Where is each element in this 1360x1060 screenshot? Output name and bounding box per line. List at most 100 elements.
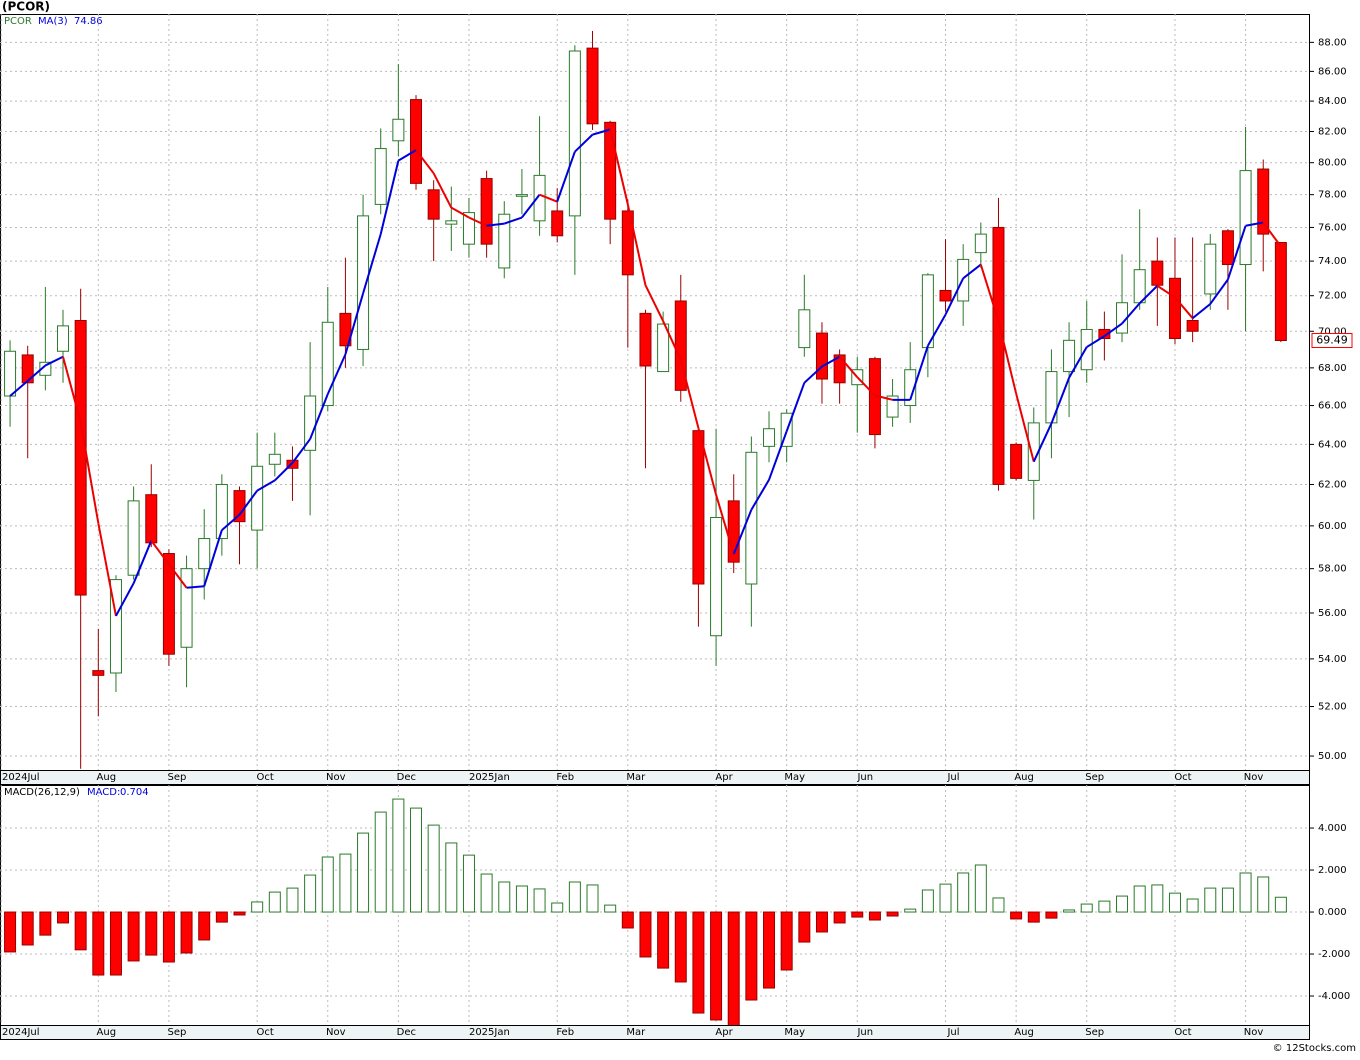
macd-bar xyxy=(39,911,52,936)
price-marker xyxy=(1311,332,1353,348)
x-axis-strip xyxy=(0,1025,1310,1040)
macd-bar xyxy=(1133,885,1146,913)
candle-body xyxy=(992,226,1005,485)
y-tick-label: 78.00 xyxy=(1318,190,1347,201)
ma-line xyxy=(1226,225,1247,280)
legend-macd: MACD(26,12,9) xyxy=(4,787,80,798)
ma-line xyxy=(256,479,276,492)
macd-bar xyxy=(851,911,864,918)
y-tick-label: 82.00 xyxy=(1318,127,1347,138)
x-tick-label: Aug xyxy=(97,772,117,783)
ma-line xyxy=(168,563,188,589)
ma-line xyxy=(132,540,153,584)
candle-body xyxy=(498,213,511,269)
candle-body xyxy=(21,354,34,384)
candle-body xyxy=(1239,170,1252,266)
macd-bar xyxy=(551,902,564,913)
y-tick-label: 88.00 xyxy=(1318,37,1347,48)
y-tick-label: 56.00 xyxy=(1318,608,1347,619)
macd-bar xyxy=(868,911,881,921)
legend-ma: MA(3) xyxy=(38,16,68,27)
macd-bar xyxy=(145,911,158,956)
y-tick-label: 0.000 xyxy=(1318,907,1347,918)
y-tick-label: 80.00 xyxy=(1318,158,1347,169)
macd-bar xyxy=(586,884,599,913)
macd-bar xyxy=(1098,900,1111,913)
chart-title: (PCOR) xyxy=(2,0,50,14)
macd-bar xyxy=(1063,909,1076,913)
macd-bar xyxy=(1045,911,1058,919)
x-tick-label: Nov xyxy=(326,1027,346,1038)
candle-body xyxy=(92,670,105,676)
x-tick-label: Apr xyxy=(715,1027,733,1038)
candle-body xyxy=(886,395,899,418)
ma-line xyxy=(821,355,841,368)
candle-body xyxy=(1151,260,1164,286)
ma-line xyxy=(115,582,135,617)
y-tick-label: 74.00 xyxy=(1318,256,1347,267)
x-tick-label: Feb xyxy=(556,1027,574,1038)
candle-body xyxy=(1063,339,1076,373)
macd-bar xyxy=(1204,887,1217,913)
ma-line xyxy=(1103,322,1123,337)
ma-line xyxy=(1015,393,1035,462)
candle-body xyxy=(1221,230,1234,266)
x-tick-label: Feb xyxy=(556,772,574,783)
macd-bar xyxy=(604,904,617,913)
ma-line xyxy=(1174,296,1194,319)
ma-line xyxy=(309,393,329,440)
ma-line xyxy=(856,376,876,397)
macd-bar xyxy=(992,897,1005,913)
macd-bar xyxy=(498,881,511,913)
ma-line xyxy=(432,172,453,209)
ma-line xyxy=(556,151,576,202)
x-tick-label: Dec xyxy=(397,772,416,783)
ma-line xyxy=(768,430,788,481)
candle-body xyxy=(480,178,493,245)
ma-line xyxy=(927,314,947,347)
ma-line xyxy=(838,356,859,378)
candle-body xyxy=(710,516,723,637)
ma-line xyxy=(1138,285,1159,304)
macd-bar xyxy=(286,887,299,913)
candle-body xyxy=(145,494,158,544)
macd-bar xyxy=(1080,903,1093,913)
x-tick-label: Aug xyxy=(1014,1027,1034,1038)
macd-bar xyxy=(268,891,281,913)
ma-line xyxy=(662,320,682,361)
macd-bar xyxy=(1151,884,1164,913)
macd-bar xyxy=(815,911,828,933)
macd-bar xyxy=(427,824,440,913)
macd-bar xyxy=(1027,911,1040,923)
candle-body xyxy=(745,451,758,585)
macd-bar xyxy=(657,911,670,969)
price-panel xyxy=(0,14,1310,771)
y-tick-label: 72.00 xyxy=(1318,291,1347,302)
macd-bar xyxy=(251,901,264,913)
ma-line xyxy=(344,293,365,355)
ma-line xyxy=(362,233,382,294)
ma-line xyxy=(1156,284,1176,299)
candle-body xyxy=(74,319,87,596)
macd-bar xyxy=(1221,887,1234,913)
macd-bar xyxy=(21,911,34,946)
macd-bar xyxy=(57,911,70,924)
candle-body xyxy=(1257,168,1270,235)
x-tick-label: Sep xyxy=(1085,772,1104,783)
ma-line xyxy=(909,345,929,401)
ma-line xyxy=(521,194,541,219)
candle-body xyxy=(1133,269,1146,304)
x-tick-label: Jul xyxy=(946,1027,959,1038)
ma-line xyxy=(1191,303,1211,319)
ma-line xyxy=(1068,346,1088,379)
ma-line xyxy=(732,509,753,555)
ma-line xyxy=(415,149,435,174)
x-tick-label: Oct xyxy=(1174,772,1191,783)
y-tick-label: 62.00 xyxy=(1318,479,1347,490)
macd-bar xyxy=(727,911,740,1025)
x-tick-label: Aug xyxy=(97,1027,117,1038)
ma-line xyxy=(1121,302,1141,325)
macd-bar xyxy=(374,811,387,913)
candle-body xyxy=(180,568,193,648)
ma-line xyxy=(150,540,170,565)
